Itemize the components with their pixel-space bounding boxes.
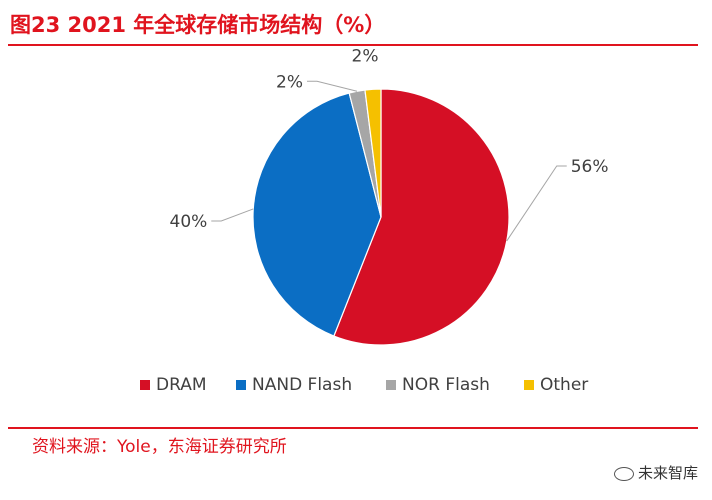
- pie-slice-nand-flash: [252, 92, 382, 337]
- data-label: 2%: [276, 72, 303, 92]
- watermark-text: 未来智库: [637, 464, 698, 482]
- leader-line: [506, 165, 567, 242]
- legend-swatch: [386, 380, 396, 390]
- legend-label: NAND Flash: [252, 375, 352, 395]
- watermark: 未来智库: [613, 460, 698, 486]
- data-labels: 56% 40% 2% 2%: [170, 46, 609, 232]
- leader-lines: [211, 80, 567, 242]
- leader-line: [307, 80, 358, 92]
- pie-slices: [252, 88, 510, 346]
- data-label: 40%: [170, 212, 208, 232]
- pie-slice-other: [364, 88, 382, 218]
- legend-label: DRAM: [156, 375, 207, 395]
- pie-chart: 56% 40% 2% 2% DRAM NAND Flash NOR Flash Other: [140, 46, 609, 395]
- legend-label: Other: [540, 375, 588, 395]
- chart-title: 图23 2021 年全球存储市场结构（%）: [10, 13, 386, 37]
- legend-label: NOR Flash: [402, 375, 490, 395]
- legend-swatch: [140, 380, 150, 390]
- legend-swatch: [236, 380, 246, 390]
- title-divider: [8, 44, 698, 46]
- data-label: 56%: [571, 157, 609, 177]
- source-divider: [8, 427, 698, 429]
- source-note: 资料来源：Yole，东海证券研究所: [32, 437, 287, 457]
- wechat-icon: [613, 466, 634, 481]
- legend-swatch: [524, 380, 534, 390]
- leader-line: [211, 208, 254, 222]
- legend: DRAM NAND Flash NOR Flash Other: [140, 375, 588, 395]
- data-label: 2%: [352, 46, 379, 66]
